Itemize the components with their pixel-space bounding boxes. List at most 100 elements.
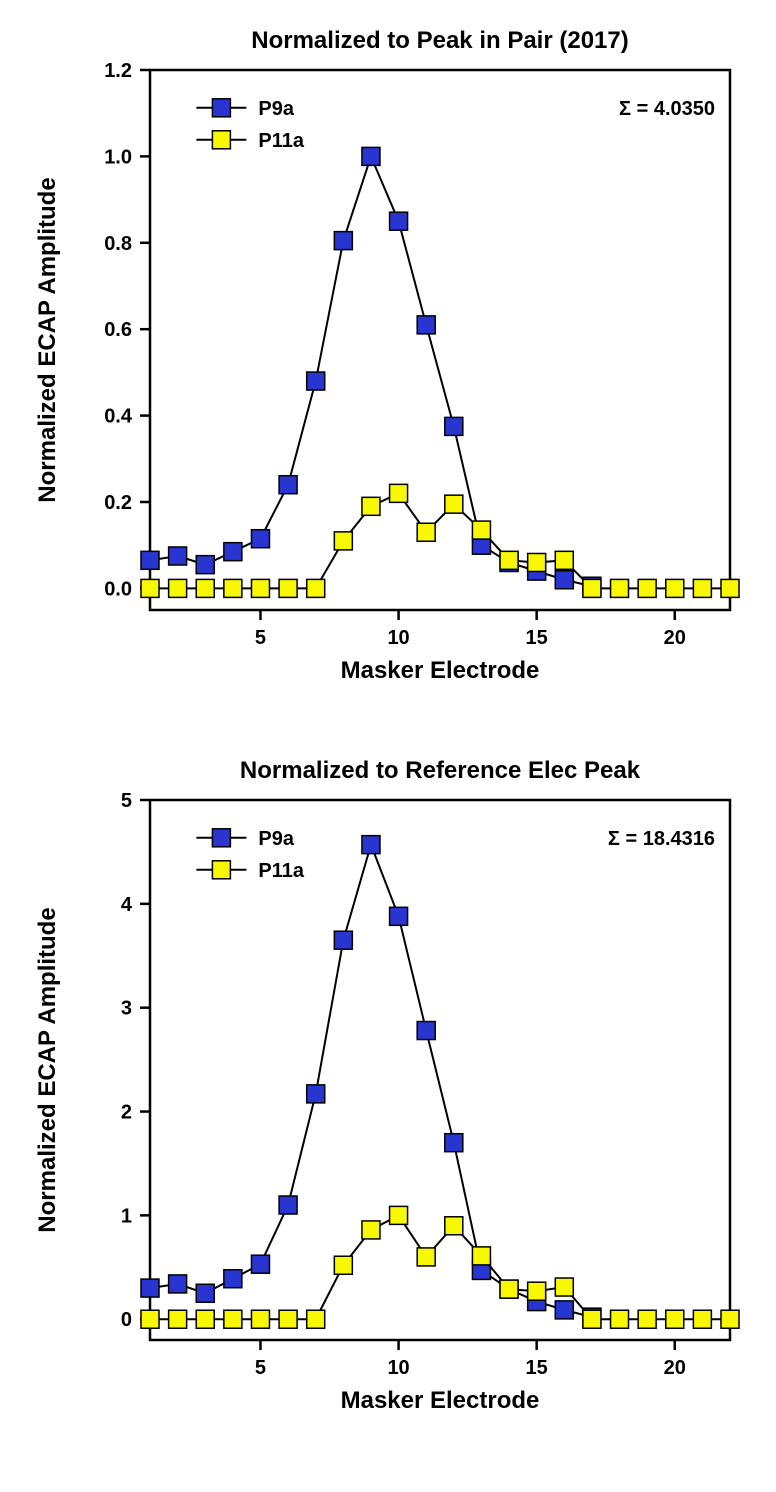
marker-P11a — [555, 1278, 573, 1296]
marker-P11a — [417, 523, 435, 541]
marker-P11a — [555, 551, 573, 569]
ytick-label: 0.8 — [104, 233, 132, 255]
marker-P11a — [307, 579, 325, 597]
legend-label: P11a — [258, 860, 304, 882]
marker-P9a — [141, 551, 159, 569]
ytick-label: 2 — [121, 1102, 132, 1124]
marker-P11a — [141, 1310, 159, 1328]
legend-swatch — [212, 99, 230, 117]
legend-swatch — [212, 131, 230, 149]
xlabel: Masker Electrode — [341, 657, 540, 684]
xtick-label: 20 — [664, 1357, 686, 1379]
marker-P9a — [251, 530, 269, 548]
sigma-label: Σ = 4.0350 — [619, 98, 715, 120]
ytick-label: 0 — [121, 1309, 132, 1331]
legend-label: P9a — [258, 828, 294, 850]
xtick-label: 20 — [664, 627, 686, 649]
marker-P9a — [334, 931, 352, 949]
marker-P11a — [390, 484, 408, 502]
marker-P9a — [445, 417, 463, 435]
marker-P11a — [638, 1310, 656, 1328]
marker-P11a — [141, 579, 159, 597]
xtick-label: 10 — [387, 1357, 409, 1379]
series-line-P9a — [150, 156, 592, 586]
legend-swatch — [212, 829, 230, 847]
series-line-P11a — [150, 493, 730, 588]
marker-P11a — [334, 532, 352, 550]
ytick-label: 0.2 — [104, 492, 132, 514]
marker-P9a — [224, 1270, 242, 1288]
panel-bottom: Normalized to Reference Elec Peak5101520… — [34, 757, 739, 1414]
marker-P11a — [721, 579, 739, 597]
figure-container: Normalized to Peak in Pair (2017)5101520… — [0, 0, 776, 1492]
marker-P11a — [611, 579, 629, 597]
marker-P9a — [196, 556, 214, 574]
legend-swatch — [212, 861, 230, 879]
marker-P11a — [666, 1310, 684, 1328]
axis-frame — [150, 70, 730, 610]
marker-P11a — [500, 551, 518, 569]
ylabel: Normalized ECAP Amplitude — [34, 907, 61, 1232]
ytick-label: 0.0 — [104, 578, 132, 600]
marker-P9a — [307, 1085, 325, 1103]
xlabel: Masker Electrode — [341, 1387, 540, 1414]
marker-P11a — [611, 1310, 629, 1328]
marker-P11a — [362, 497, 380, 515]
marker-P11a — [583, 1310, 601, 1328]
marker-P11a — [721, 1310, 739, 1328]
series-line-P11a — [150, 1215, 730, 1319]
panel-title: Normalized to Peak in Pair (2017) — [251, 27, 628, 54]
panel-title: Normalized to Reference Elec Peak — [240, 757, 641, 784]
marker-P11a — [362, 1221, 380, 1239]
figure-svg: Normalized to Peak in Pair (2017)5101520… — [0, 0, 776, 1492]
xtick-label: 15 — [526, 627, 548, 649]
marker-P9a — [555, 571, 573, 589]
marker-P9a — [390, 212, 408, 230]
marker-P9a — [169, 1275, 187, 1293]
marker-P11a — [224, 1310, 242, 1328]
marker-P9a — [417, 316, 435, 334]
marker-P11a — [693, 1310, 711, 1328]
marker-P11a — [472, 521, 490, 539]
marker-P11a — [528, 1282, 546, 1300]
marker-P11a — [500, 1280, 518, 1298]
marker-P11a — [196, 1310, 214, 1328]
ytick-label: 1.0 — [104, 146, 132, 168]
marker-P11a — [251, 1310, 269, 1328]
ytick-label: 1 — [121, 1205, 132, 1227]
marker-P11a — [445, 495, 463, 513]
marker-P11a — [390, 1206, 408, 1224]
legend-label: P11a — [258, 130, 304, 152]
marker-P9a — [224, 543, 242, 561]
marker-P11a — [638, 579, 656, 597]
ytick-label: 0.6 — [104, 319, 132, 341]
ytick-label: 5 — [121, 790, 132, 812]
marker-P9a — [390, 907, 408, 925]
marker-P11a — [334, 1256, 352, 1274]
marker-P9a — [279, 476, 297, 494]
marker-P9a — [141, 1279, 159, 1297]
ytick-label: 1.2 — [104, 60, 132, 82]
marker-P11a — [693, 579, 711, 597]
marker-P9a — [307, 372, 325, 390]
axis-frame — [150, 800, 730, 1340]
marker-P9a — [445, 1134, 463, 1152]
panel-top: Normalized to Peak in Pair (2017) 5 10 15 20… — [34, 27, 739, 684]
xtick-label: 5 — [255, 627, 266, 649]
marker-P11a — [169, 579, 187, 597]
marker-P9a — [362, 147, 380, 165]
ylabel: Normalized ECAP Amplitude — [34, 177, 61, 502]
marker-P11a — [307, 1310, 325, 1328]
marker-P9a — [196, 1284, 214, 1302]
ytick-label: 3 — [121, 998, 132, 1020]
marker-P9a — [251, 1255, 269, 1273]
xtick-label: 10 — [387, 627, 409, 649]
marker-P11a — [472, 1247, 490, 1265]
marker-P9a — [169, 547, 187, 565]
marker-P11a — [528, 553, 546, 571]
series-line-P9a — [150, 845, 592, 1317]
xtick-label: 5 — [255, 1357, 266, 1379]
marker-P11a — [224, 579, 242, 597]
marker-P11a — [279, 579, 297, 597]
marker-P11a — [666, 579, 684, 597]
